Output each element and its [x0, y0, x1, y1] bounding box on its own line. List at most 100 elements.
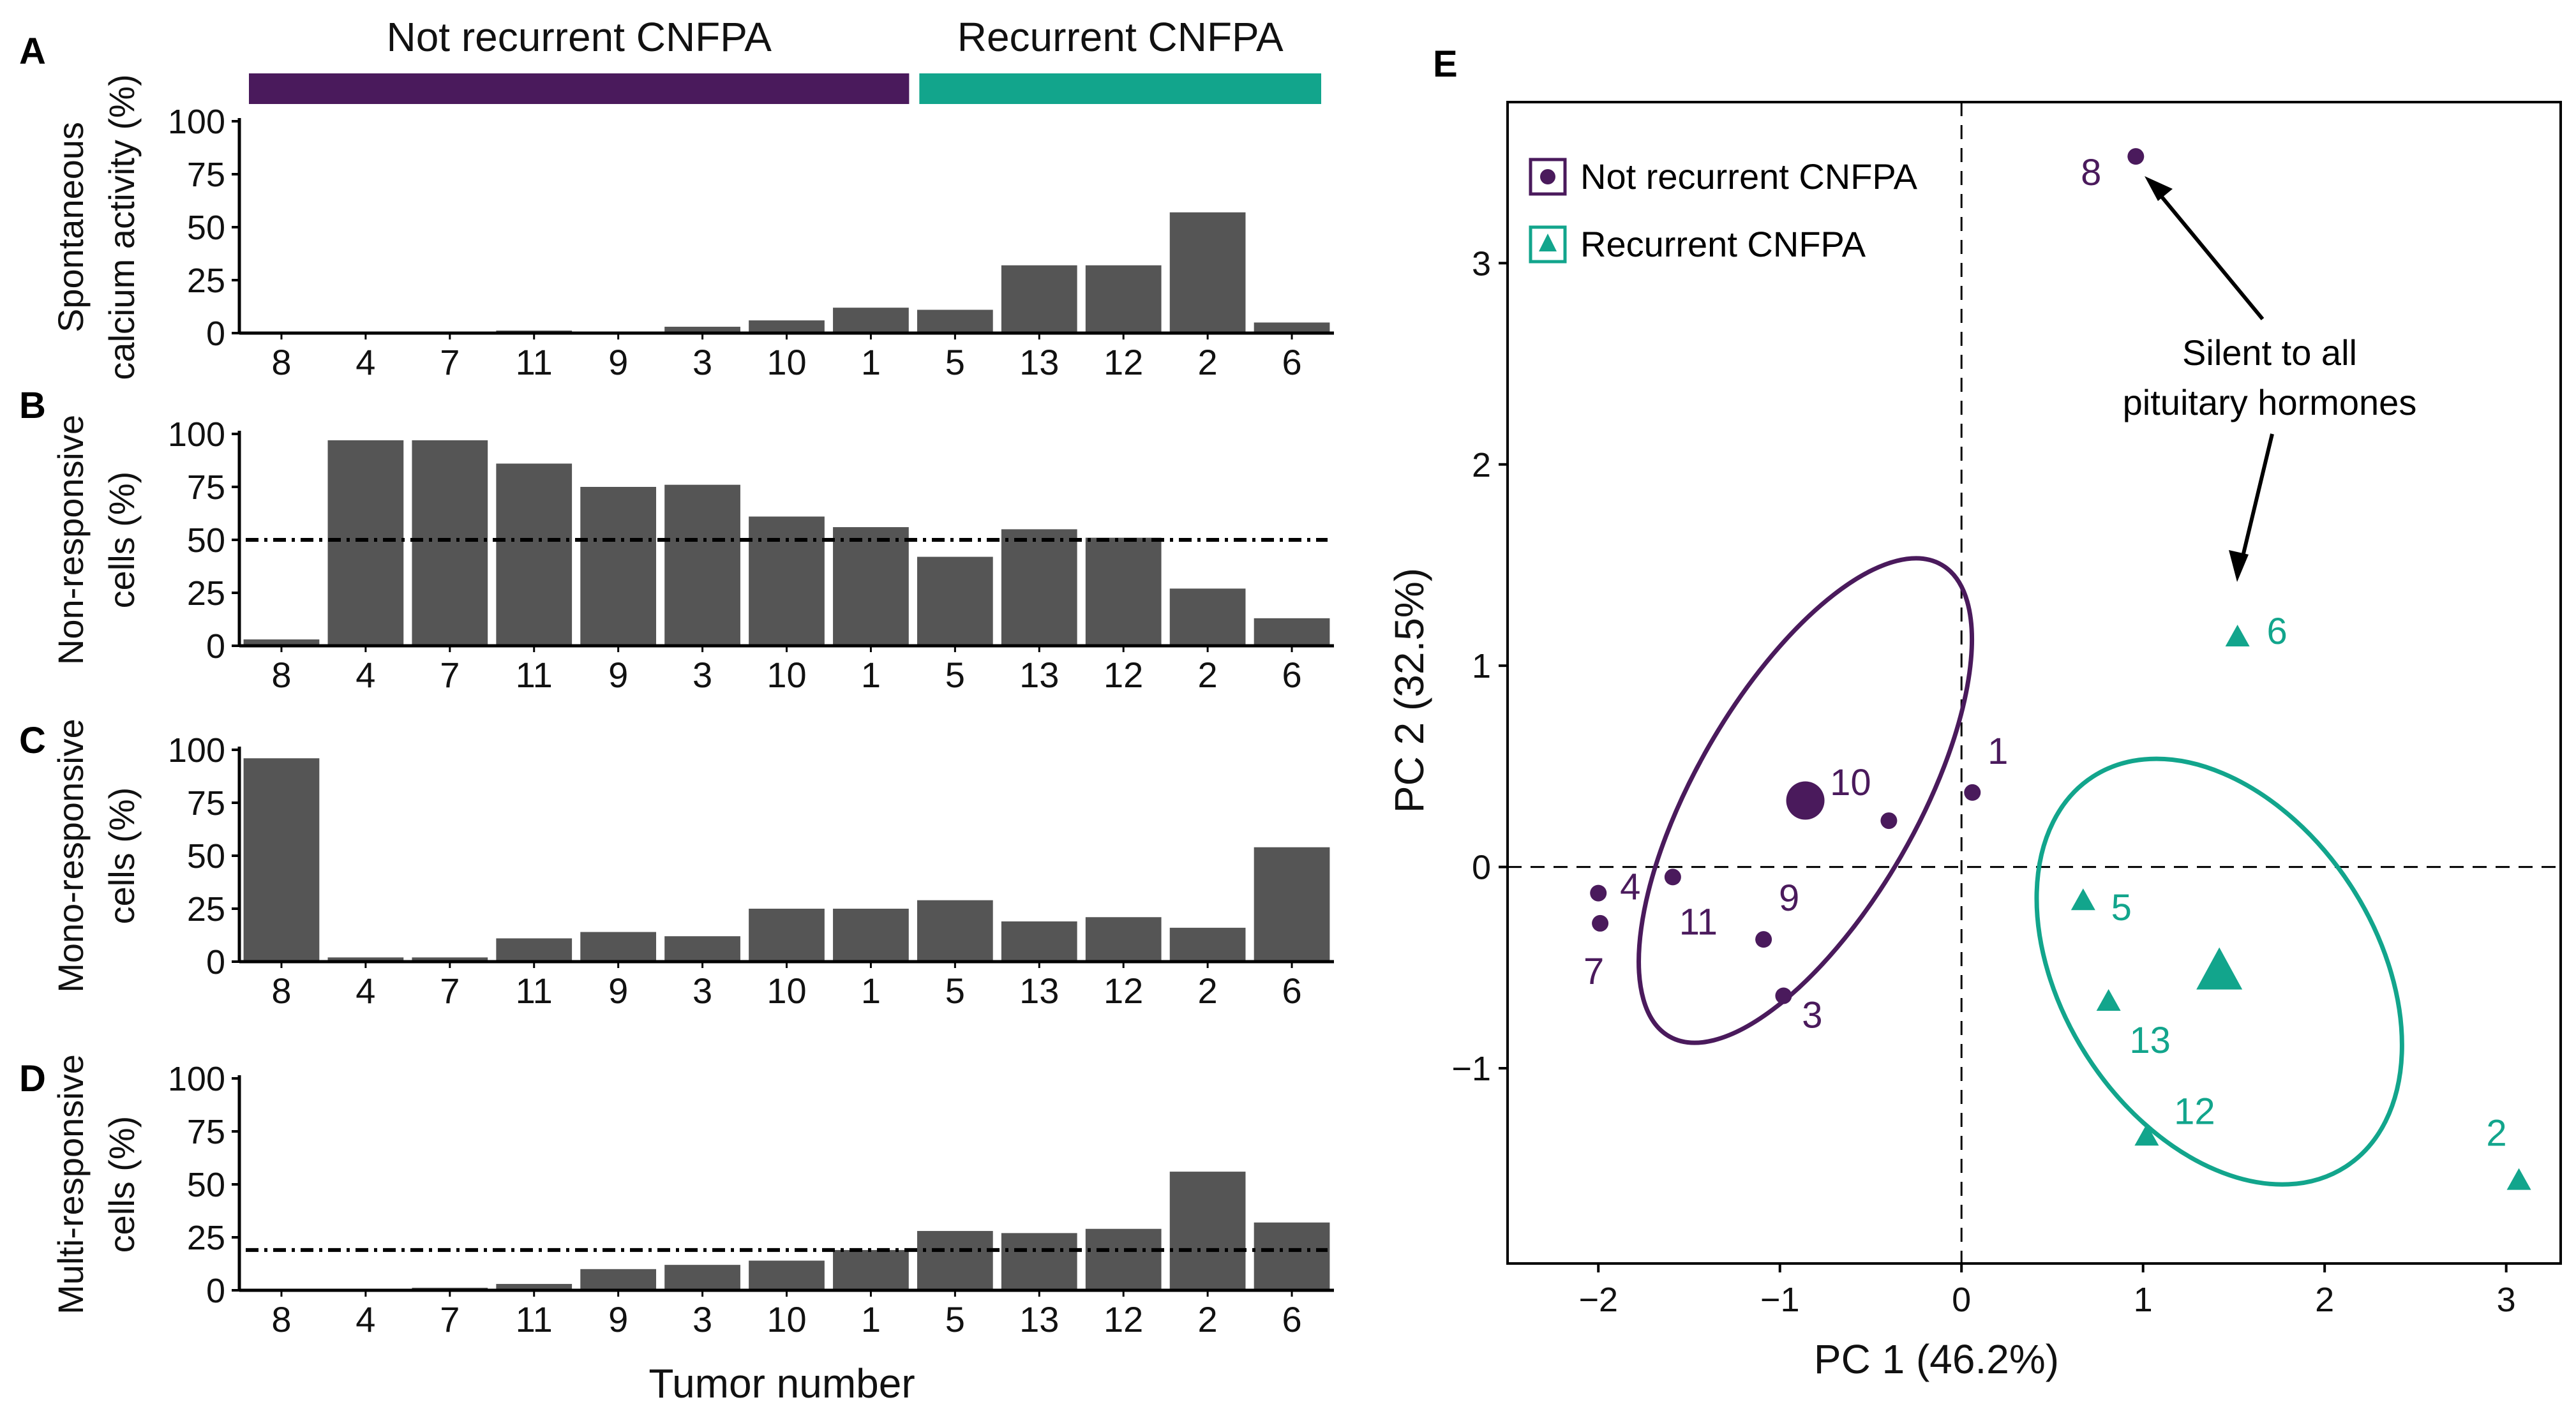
y-axis-label-line: Non-responsive	[50, 415, 91, 665]
x-tick-label: 7	[440, 971, 460, 1011]
confidence-ellipse-group	[1636, 556, 1975, 1045]
group-bar-not-recurrent	[249, 73, 910, 104]
point-label-11: 11	[1679, 901, 1718, 943]
x-tick-label: 11	[516, 342, 553, 382]
x-tick-label: 13	[1019, 342, 1059, 382]
bar-10	[749, 516, 825, 646]
x-tick-label: 4	[356, 655, 375, 695]
point-tumor-11	[1664, 868, 1681, 886]
bar-2	[1169, 927, 1246, 962]
x-tick-label: 12	[1104, 342, 1143, 382]
x-tick-label: 5	[945, 342, 965, 382]
x-tick-label: 7	[440, 1299, 460, 1339]
x-tick-label: 6	[1282, 342, 1301, 382]
y-axis-label-line: cells (%)	[101, 787, 142, 925]
bar-7	[412, 440, 488, 646]
x-tick-label: 13	[1019, 655, 1059, 695]
point-label-4: 4	[1620, 867, 1640, 908]
point-label-10: 10	[1830, 762, 1871, 803]
point-tumor-1	[1964, 784, 1981, 801]
x-tick-label: 11	[516, 971, 553, 1011]
x-tick-label: 6	[1282, 971, 1301, 1011]
x-tick-label: 1	[861, 971, 881, 1011]
point-tumor-5	[2071, 888, 2095, 911]
x-tick-label: 5	[945, 971, 965, 1011]
bar-5	[917, 309, 993, 333]
annotation-line-1: Silent to all	[2182, 332, 2357, 373]
y-tick-label: 25	[187, 890, 225, 928]
x-tick-label: 5	[945, 655, 965, 695]
centroid-recurrent	[2196, 947, 2243, 990]
bar-x-axis-title: Tumor number	[648, 1360, 915, 1406]
x-tick-label: 9	[608, 971, 628, 1011]
y-tick-label: 0	[206, 943, 225, 981]
point-label-2: 2	[2486, 1113, 2506, 1154]
x-tick-label: 9	[608, 1299, 628, 1339]
panel-letter-e: E	[1433, 43, 1458, 85]
bar-7	[412, 957, 488, 962]
x-tick-label: 10	[767, 655, 806, 695]
x-tick-label: 8	[271, 971, 291, 1011]
y-tick-label: 25	[187, 262, 225, 300]
y-tick-label: −1	[1451, 1050, 1491, 1088]
panel-letter-a: A	[19, 31, 46, 72]
group-label-recurrent: Recurrent CNFPA	[957, 14, 1284, 60]
x-tick-label: 2	[1198, 971, 1218, 1011]
bar-6	[1254, 322, 1330, 333]
bar-13	[1001, 921, 1077, 962]
bar-2	[1169, 212, 1246, 333]
x-tick-label: 13	[1019, 971, 1059, 1011]
x-tick-label: 3	[693, 342, 712, 382]
point-tumor-9	[1755, 931, 1772, 948]
x-tick-label: 12	[1104, 655, 1143, 695]
x-tick-label: 9	[608, 655, 628, 695]
bar-3	[664, 936, 740, 962]
y-tick-label: 1	[1472, 647, 1491, 685]
x-tick-label: 4	[356, 1299, 375, 1339]
point-tumor-10	[1880, 812, 1898, 830]
y-tick-label: 75	[187, 784, 225, 823]
bar-8	[243, 758, 320, 962]
bar-chart-spontaneous-activity: 8 4 7 11 9 3 10 1 5 13 12 2 6 0 25 50 75 100 Spontaneous ca…	[50, 74, 1334, 382]
panel-letter-b: B	[19, 385, 46, 426]
y-tick-label: 0	[206, 1272, 225, 1310]
bar-1	[833, 308, 909, 333]
x-tick-label: 1	[861, 342, 881, 382]
y-tick-label: 50	[187, 209, 225, 247]
annotation-arrowhead-to-8	[2145, 176, 2173, 201]
x-tick-label: 6	[1282, 1299, 1301, 1339]
x-tick-label: 2	[2315, 1281, 2334, 1319]
bar-chart-mono-responsive: 8 4 7 11 9 3 10 1 5 13 12 2 6 0 25 50 75 100 Mono-responsi…	[50, 719, 1334, 1011]
bar-12	[1085, 537, 1162, 646]
y-tick-label: 2	[1472, 446, 1491, 484]
y-tick-label: 25	[187, 574, 225, 613]
bar-11	[496, 463, 573, 646]
bar-3	[664, 484, 740, 646]
bar-5	[917, 556, 993, 646]
confidence-ellipse-recurrent	[2034, 756, 2404, 1187]
x-tick-label: 4	[356, 971, 375, 1011]
scatter-y-axis-title: PC 2 (32.5%)	[1386, 568, 1432, 813]
bar-10	[749, 1260, 825, 1290]
point-label-7: 7	[1584, 951, 1604, 992]
y-tick-label: 75	[187, 1113, 225, 1151]
x-tick-label: 2	[1198, 655, 1218, 695]
panel-letter-d: D	[19, 1058, 46, 1099]
confidence-ellipse-not-recurrent	[1636, 556, 1975, 1045]
bar-11	[496, 938, 573, 962]
annotation-arrowhead-to-6	[2229, 550, 2249, 582]
bar-1	[833, 909, 909, 962]
legend: Not recurrent CNFPA Recurrent CNFPA	[1529, 156, 1918, 264]
point-label-9: 9	[1779, 877, 1799, 919]
point-label-12: 12	[2174, 1091, 2215, 1132]
x-tick-label: 8	[271, 342, 291, 382]
bar-chart-multi-responsive: 8 4 7 11 9 3 10 1 5 13 12 2 6 0 25 50 75 100 Multi-respons…	[50, 1054, 1334, 1339]
bar-13	[1001, 265, 1077, 333]
point-tumor-3	[1775, 987, 1792, 1004]
y-tick-label: 0	[206, 627, 225, 666]
bar-1	[833, 527, 909, 646]
x-tick-label: 2	[1198, 1299, 1218, 1339]
x-tick-label: 3	[693, 971, 712, 1011]
